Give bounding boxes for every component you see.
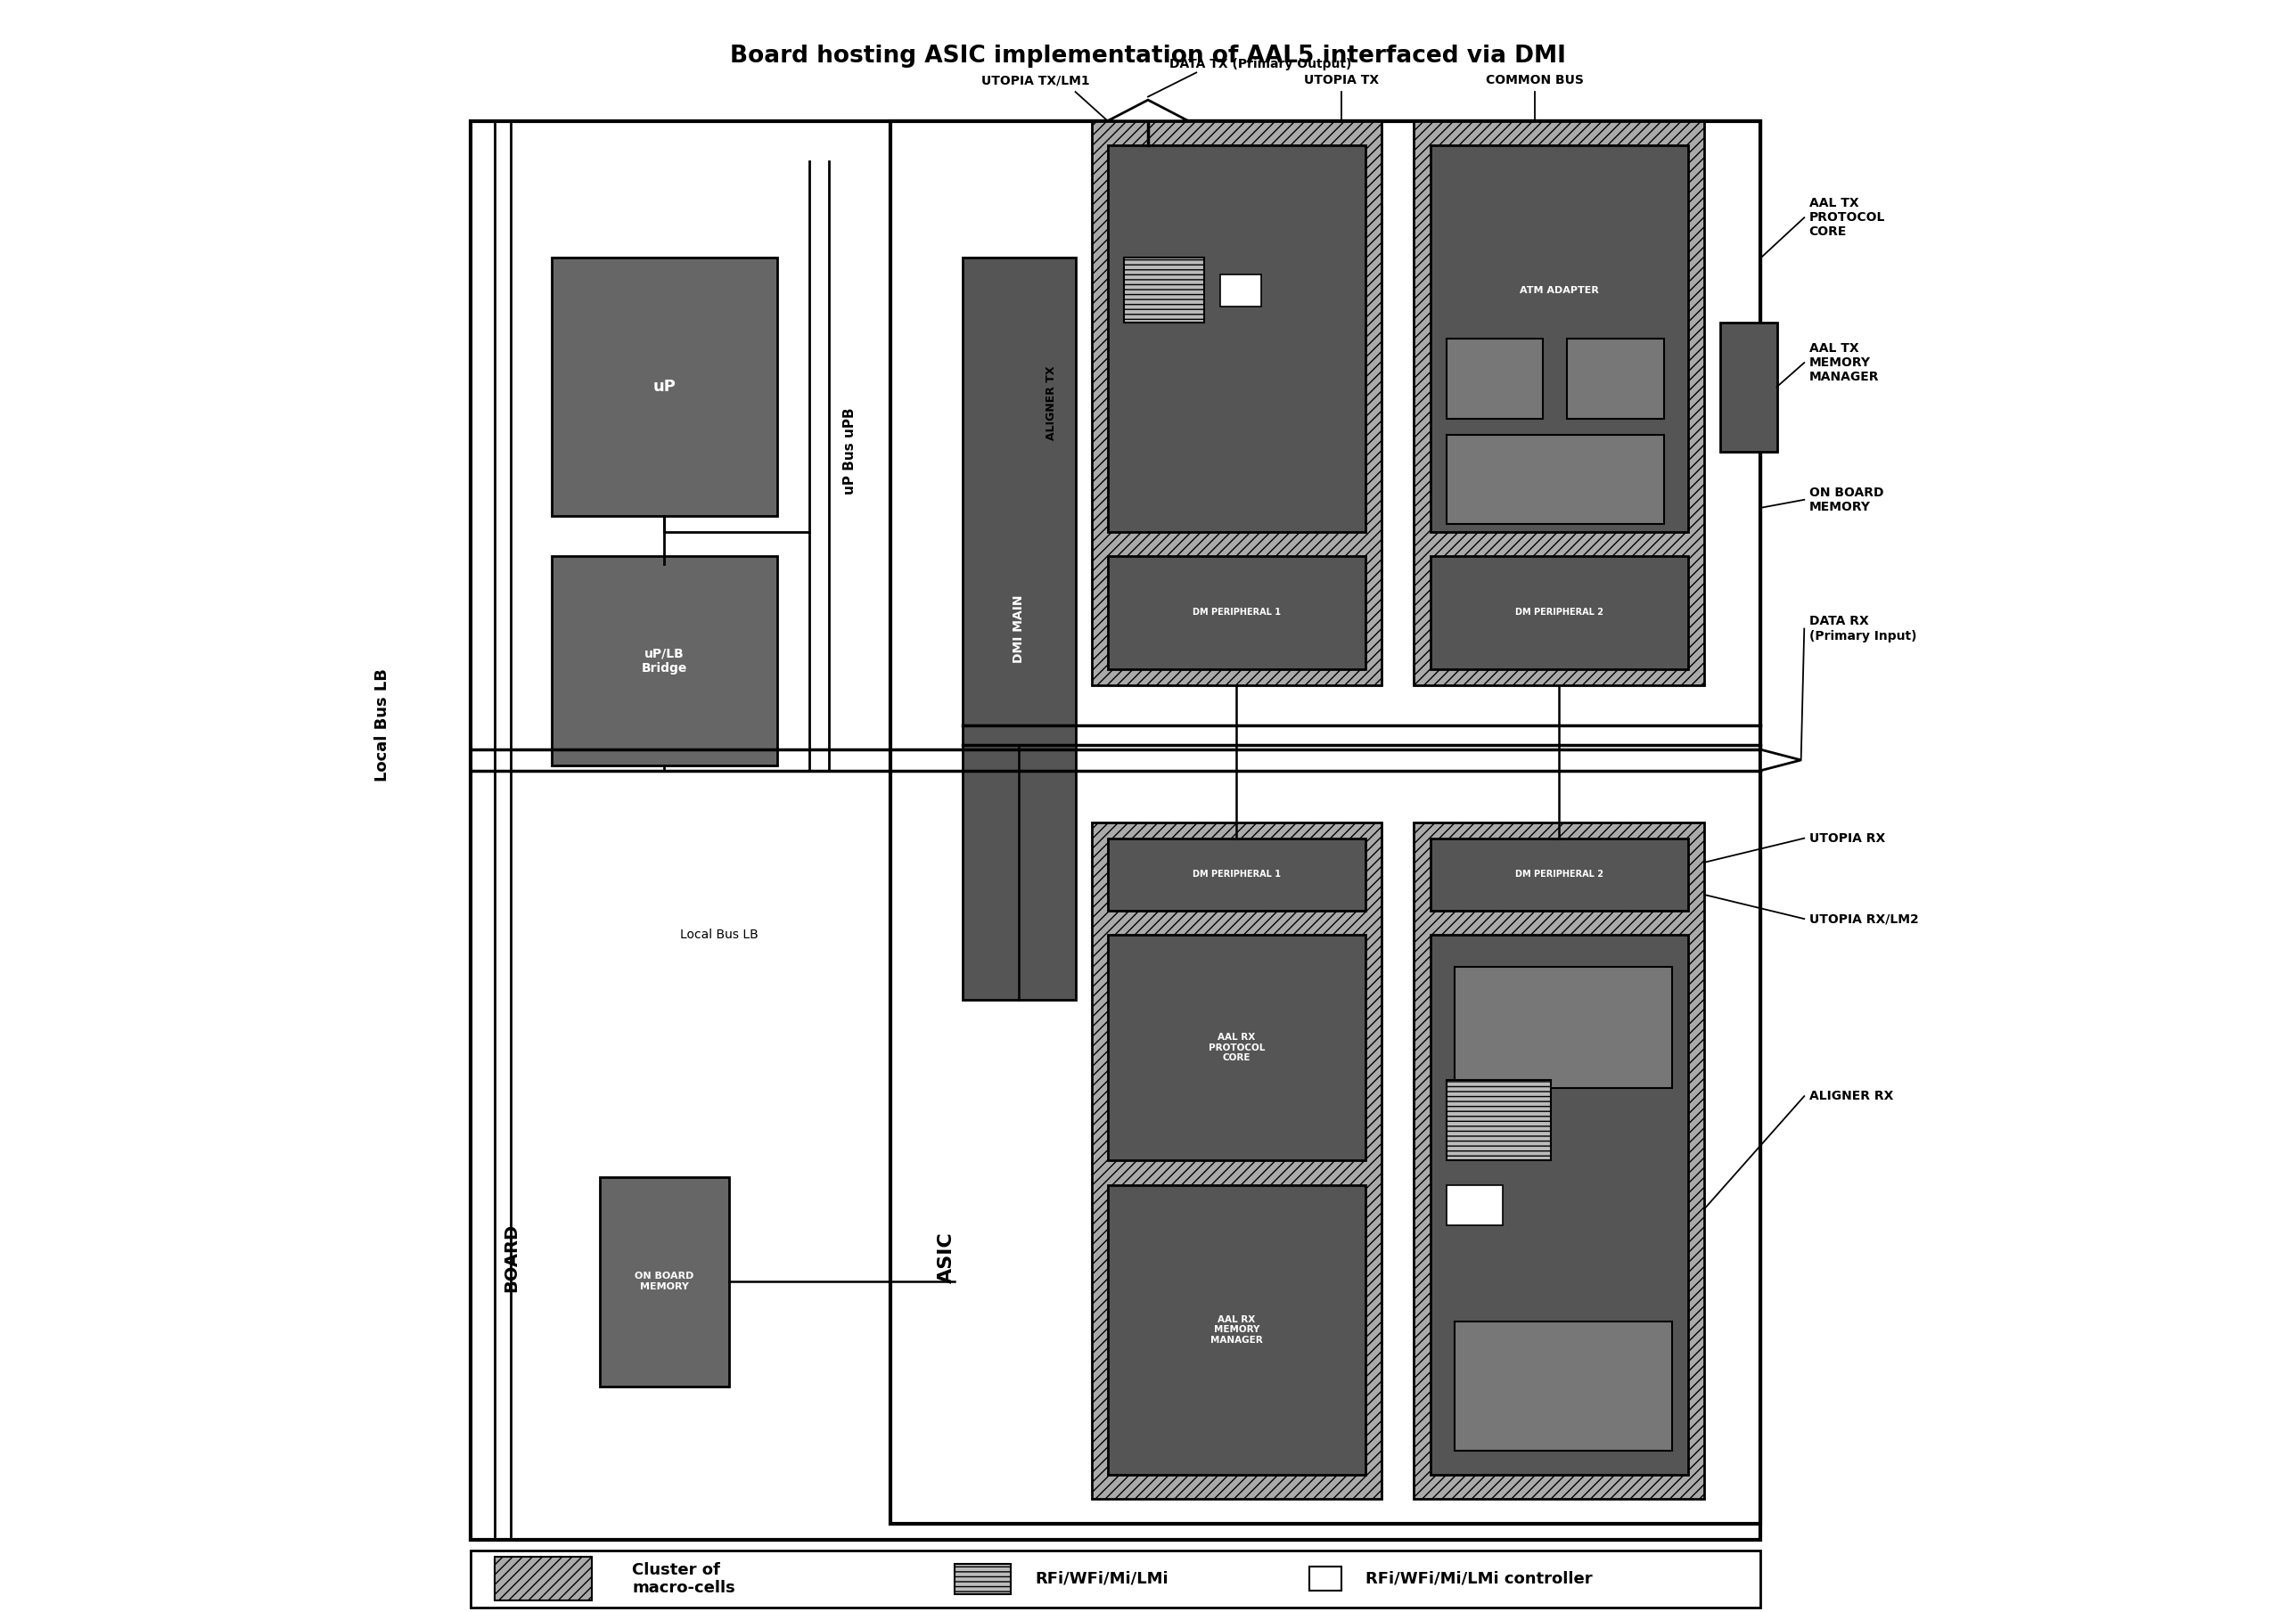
Text: ATM ADAPTER: ATM ADAPTER (1520, 285, 1598, 295)
Bar (1107, 838, 1366, 911)
Text: DMI MAIN: DMI MAIN (1013, 595, 1026, 663)
Bar (1091, 121, 1382, 685)
Bar (1414, 822, 1704, 1499)
Bar (1221, 274, 1261, 306)
Bar (1107, 935, 1366, 1161)
Bar (1123, 258, 1205, 322)
Text: AAL RX
MEMORY
MANAGER: AAL RX MEMORY MANAGER (1210, 1315, 1263, 1344)
Bar (1091, 822, 1382, 1499)
Bar (891, 121, 1761, 1523)
Text: DATA RX
(Primary Input): DATA RX (Primary Input) (1809, 616, 1917, 642)
Text: COMMON BUS: COMMON BUS (1486, 74, 1584, 87)
Text: uP/LB
Bridge: uP/LB Bridge (641, 648, 687, 674)
Text: uP: uP (652, 379, 675, 395)
Bar (1309, 1567, 1341, 1591)
Bar (1107, 145, 1366, 532)
Text: DM PERIPHERAL 1: DM PERIPHERAL 1 (1192, 870, 1281, 879)
Bar (1430, 838, 1688, 911)
Bar (955, 1564, 1010, 1594)
Text: DM PERIPHERAL 2: DM PERIPHERAL 2 (1515, 870, 1603, 879)
Text: UTOPIA TX/LM1: UTOPIA TX/LM1 (980, 74, 1088, 87)
Bar (1446, 1080, 1552, 1161)
Bar (1107, 556, 1366, 669)
Bar (1568, 339, 1665, 419)
Text: AAL TX
PROTOCOL
CORE: AAL TX PROTOCOL CORE (1809, 197, 1885, 239)
Bar (1430, 556, 1688, 669)
Text: BOARD: BOARD (503, 1224, 519, 1291)
Text: ALIGNER RX: ALIGNER RX (1809, 1090, 1894, 1103)
Bar (1720, 322, 1777, 451)
Bar (1453, 1322, 1671, 1451)
Text: ON BOARD
MEMORY: ON BOARD MEMORY (1809, 487, 1883, 513)
Text: ALIGNER TX: ALIGNER TX (1045, 366, 1056, 440)
Bar (1446, 435, 1665, 524)
Bar (1430, 145, 1688, 532)
Polygon shape (1107, 100, 1189, 121)
Bar (496, 1557, 592, 1601)
Text: ON BOARD
MEMORY: ON BOARD MEMORY (634, 1272, 693, 1291)
Text: UTOPIA TX: UTOPIA TX (1304, 74, 1380, 87)
Bar (1107, 1185, 1366, 1475)
Text: UTOPIA RX: UTOPIA RX (1809, 832, 1885, 845)
Polygon shape (1761, 750, 1800, 771)
Bar (551, 556, 776, 766)
Bar (471, 121, 1761, 1539)
Text: uP Bus uPB: uP Bus uPB (843, 408, 856, 495)
Bar (962, 258, 1075, 999)
Text: RFi/WFi/Mi/LMi controller: RFi/WFi/Mi/LMi controller (1366, 1572, 1593, 1586)
Text: AAL RX
PROTOCOL
CORE: AAL RX PROTOCOL CORE (1208, 1033, 1265, 1062)
Text: DM PERIPHERAL 2: DM PERIPHERAL 2 (1515, 608, 1603, 617)
Bar (599, 1177, 728, 1386)
Text: Cluster of
macro-cells: Cluster of macro-cells (631, 1562, 735, 1596)
Text: DATA TX (Primary Output): DATA TX (Primary Output) (1169, 58, 1352, 71)
Bar (1453, 967, 1671, 1088)
Text: Local Bus LB: Local Bus LB (680, 929, 758, 941)
Bar (1430, 935, 1688, 1475)
Bar (1414, 121, 1704, 685)
Text: Board hosting ASIC implementation of AAL5 interfaced via DMI: Board hosting ASIC implementation of AAL… (730, 45, 1566, 68)
Text: DM PERIPHERAL 1: DM PERIPHERAL 1 (1192, 608, 1281, 617)
Text: UTOPIA RX/LM2: UTOPIA RX/LM2 (1809, 912, 1919, 925)
Text: AAL TX
MEMORY
MANAGER: AAL TX MEMORY MANAGER (1809, 342, 1878, 384)
Bar (1446, 1185, 1502, 1225)
Text: RFi/WFi/Mi/LMi: RFi/WFi/Mi/LMi (1035, 1572, 1169, 1586)
Bar (551, 258, 776, 516)
Bar (1446, 339, 1543, 419)
Text: Local Bus LB: Local Bus LB (374, 669, 390, 782)
Text: ASIC: ASIC (937, 1232, 955, 1283)
Bar (471, 1551, 1761, 1607)
